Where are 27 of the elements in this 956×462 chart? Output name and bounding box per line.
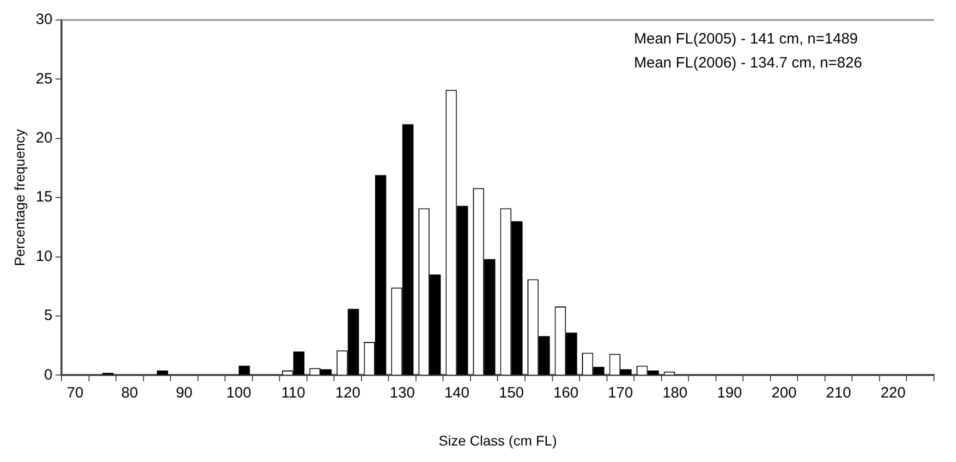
y-tick-label: 5 (44, 307, 52, 324)
x-tick-label: 160 (553, 384, 578, 402)
x-tick-label: 220 (880, 384, 906, 402)
y-tick-label: 20 (36, 130, 52, 147)
y-axis-title: Percentage frequency (11, 129, 28, 266)
x-tick-label: 150 (498, 384, 524, 402)
x-tick-label: 120 (335, 384, 360, 402)
y-tick-label: 15 (36, 188, 52, 206)
x-tick-label: 180 (662, 384, 688, 402)
x-tick-label: 100 (226, 384, 252, 402)
x-tick-label: 140 (444, 384, 470, 402)
x-tick-label: 190 (716, 384, 742, 402)
x-tick-label: 130 (390, 384, 415, 402)
y-tick-label: 30 (36, 11, 52, 28)
x-tick-label: 70 (66, 384, 84, 402)
x-tick-label: 210 (826, 384, 852, 402)
y-tick-label: 10 (36, 248, 52, 265)
annotation: Mean FL(2005) - 141 cm, n=1489 (634, 30, 858, 48)
x-tick-label: 90 (176, 384, 193, 402)
x-tick-label: 170 (608, 384, 633, 402)
x-tick-label: 80 (121, 384, 138, 402)
x-axis-title: Size Class (cm FL) (438, 432, 557, 448)
x-tick-label: 110 (281, 384, 306, 402)
y-tick-label: 0 (44, 366, 52, 384)
x-tick-label: 200 (772, 384, 797, 402)
annotation: Mean FL(2006) - 134.7 cm, n=826 (634, 54, 862, 72)
y-tick-label: 25 (36, 70, 52, 88)
